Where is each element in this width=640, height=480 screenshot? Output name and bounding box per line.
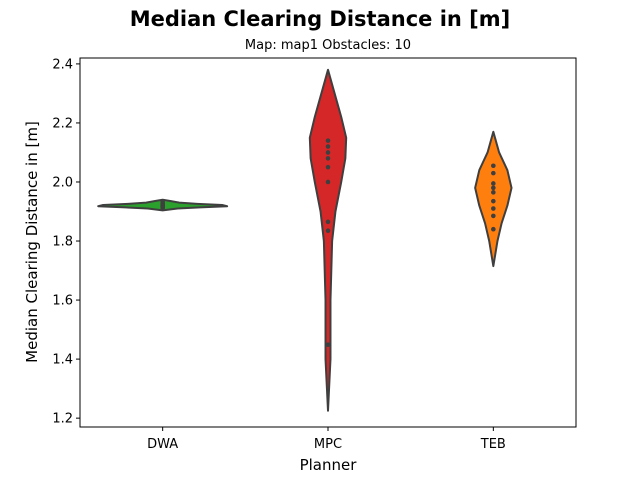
x-tick-label: MPC (314, 437, 342, 452)
y-tick-label: 1.4 (52, 353, 73, 368)
y-tick-label: 2.2 (52, 116, 73, 131)
data-point-teb (491, 226, 496, 232)
violins-layer (97, 68, 513, 412)
data-point-mpc (325, 179, 331, 185)
y-tick-label: 1.2 (52, 412, 73, 427)
y-axis: 1.2 1.4 1.6 1.8 2.0 2.2 2.4 (52, 57, 80, 427)
x-axis: DWA MPC TEB (147, 427, 506, 452)
data-point-teb (491, 185, 496, 191)
y-axis-label: Median Clearing Distance in [m] (23, 121, 41, 363)
data-point-mpc (325, 138, 331, 143)
data-point-mpc (325, 164, 331, 170)
data-point-mpc (325, 342, 331, 347)
data-point-teb (491, 213, 496, 219)
data-point-teb (491, 190, 496, 195)
data-point-teb (491, 163, 496, 169)
data-point-mpc (325, 144, 331, 149)
data-point-dwa (160, 199, 165, 205)
x-tick-label: DWA (147, 437, 178, 452)
chart-subtitle: Map: map1 Obstacles: 10 (245, 38, 411, 53)
y-tick-label: 2.0 (52, 175, 73, 190)
data-point-teb (491, 170, 496, 176)
x-axis-label: Planner (300, 456, 358, 474)
data-point-mpc (325, 150, 331, 155)
y-tick-label: 1.6 (52, 294, 73, 309)
data-point-teb (491, 181, 496, 186)
violin-mpc (308, 68, 348, 412)
y-tick-label: 1.8 (52, 235, 73, 250)
chart-title: Median Clearing Distance in [m] (130, 7, 511, 31)
data-point-mpc (325, 219, 331, 225)
y-tick-label: 2.4 (52, 57, 73, 72)
data-point-teb (491, 206, 496, 211)
data-point-mpc (325, 228, 331, 233)
x-tick-label: TEB (480, 437, 506, 452)
data-point-teb (491, 198, 496, 204)
data-point-mpc (325, 156, 331, 161)
